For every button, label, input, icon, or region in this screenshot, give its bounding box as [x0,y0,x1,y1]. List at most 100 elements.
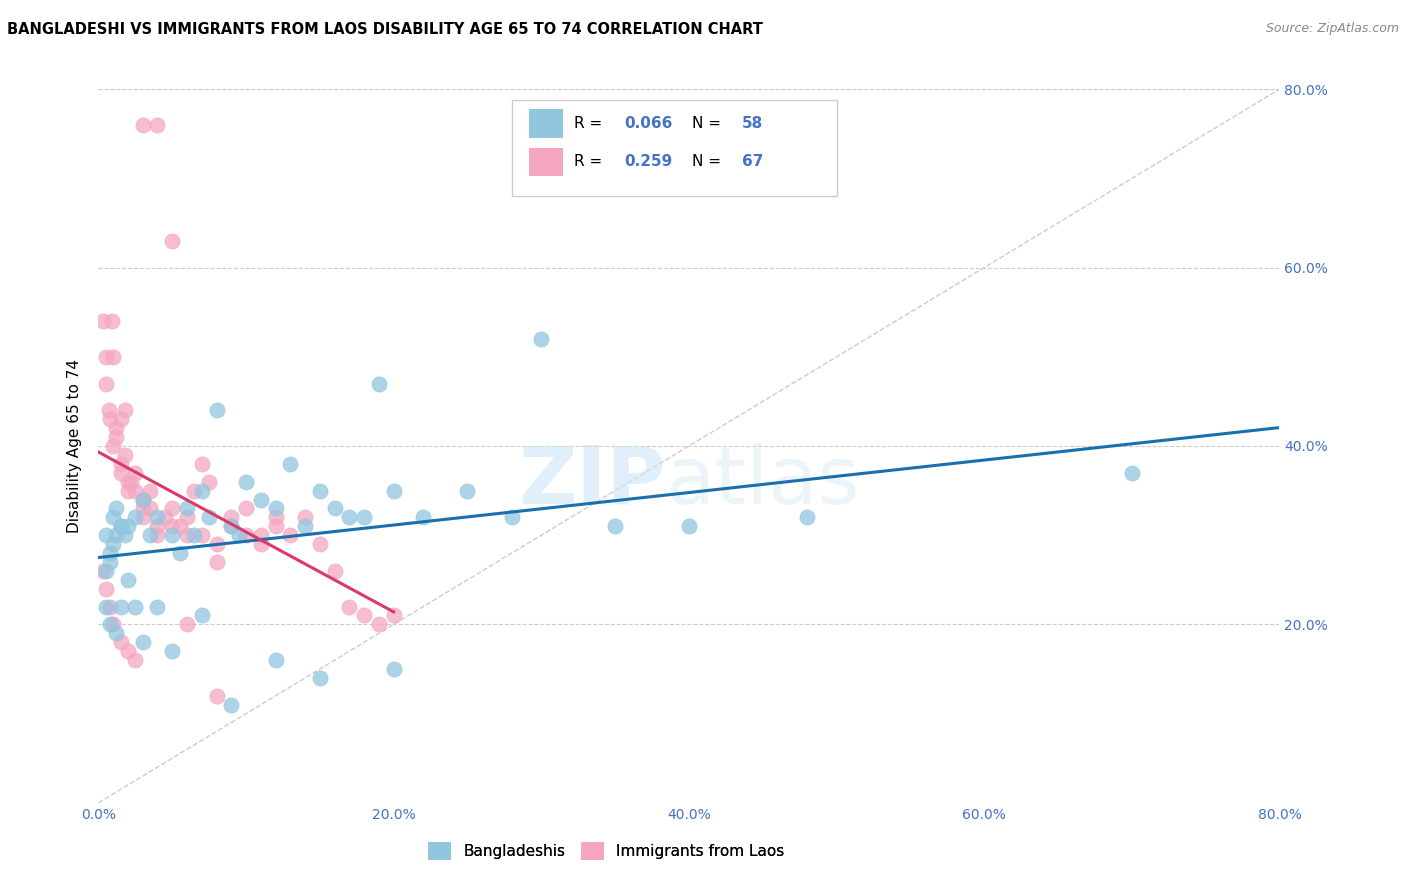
Point [146,599,169,614]
Point [117,475,139,489]
Text: 67: 67 [742,154,763,169]
Point [250,528,273,542]
Point [368,617,391,632]
Point [280,457,302,471]
Text: R =: R = [575,116,607,131]
Point [162,519,183,533]
Point [235,475,257,489]
Point [221,698,243,712]
Point [110,635,132,649]
Point [235,501,257,516]
Point [110,412,132,426]
Legend: Bangladeshis, Immigrants from Laos: Bangladeshis, Immigrants from Laos [422,836,790,866]
Point [132,510,155,524]
FancyBboxPatch shape [512,100,837,196]
Text: atlas: atlas [665,442,859,521]
Point [117,483,139,498]
Point [110,466,132,480]
Point [264,519,287,533]
Text: R =: R = [575,154,607,169]
Point [205,403,228,417]
Point [530,332,553,346]
Point [382,483,405,498]
Point [98,546,121,560]
Point [132,635,155,649]
Point [264,501,287,516]
Point [323,564,346,578]
Point [169,546,191,560]
Point [228,528,250,542]
Point [368,376,391,391]
Point [323,501,346,516]
Point [139,528,162,542]
Point [110,599,132,614]
Point [120,475,142,489]
Point [105,430,128,444]
Point [103,617,125,632]
Point [191,483,214,498]
Point [191,528,214,542]
Point [353,608,375,623]
Text: N =: N = [693,116,727,131]
Point [105,626,128,640]
Point [309,483,332,498]
Point [250,492,273,507]
Point [339,599,361,614]
Text: N =: N = [693,154,727,169]
Point [146,519,169,533]
Point [235,528,257,542]
Point [162,501,183,516]
Point [91,564,114,578]
Point [153,510,176,524]
Point [221,519,243,533]
Point [221,510,243,524]
Text: 58: 58 [742,116,763,131]
Point [103,510,125,524]
Point [94,376,117,391]
Point [309,671,332,685]
Point [796,510,818,524]
Point [110,519,132,533]
Point [98,555,121,569]
Point [162,528,183,542]
Point [98,412,121,426]
Text: 0.259: 0.259 [624,154,672,169]
Point [412,510,434,524]
Point [678,519,700,533]
Y-axis label: Disability Age 65 to 74: Disability Age 65 to 74 [67,359,83,533]
Point [103,537,125,551]
Point [294,510,316,524]
Point [132,492,155,507]
Point [605,519,627,533]
Point [117,644,139,658]
Point [94,582,117,596]
Point [191,608,214,623]
Point [117,519,139,533]
Point [221,519,243,533]
Point [205,555,228,569]
Point [98,599,121,614]
Bar [530,109,562,137]
Point [114,403,136,417]
Point [176,510,198,524]
Point [139,483,162,498]
Point [97,403,120,417]
Point [105,528,128,542]
Point [105,501,128,516]
Point [353,510,375,524]
Text: Source: ZipAtlas.com: Source: ZipAtlas.com [1265,22,1399,36]
Point [114,528,136,542]
Point [176,528,198,542]
Point [205,689,228,703]
Point [146,528,169,542]
Point [124,599,146,614]
Point [105,421,128,435]
Point [183,483,205,498]
Text: 0.066: 0.066 [624,116,672,131]
Point [382,662,405,676]
Point [205,537,228,551]
Point [100,314,122,328]
Point [124,653,146,667]
Bar [530,148,562,177]
Point [132,118,155,132]
